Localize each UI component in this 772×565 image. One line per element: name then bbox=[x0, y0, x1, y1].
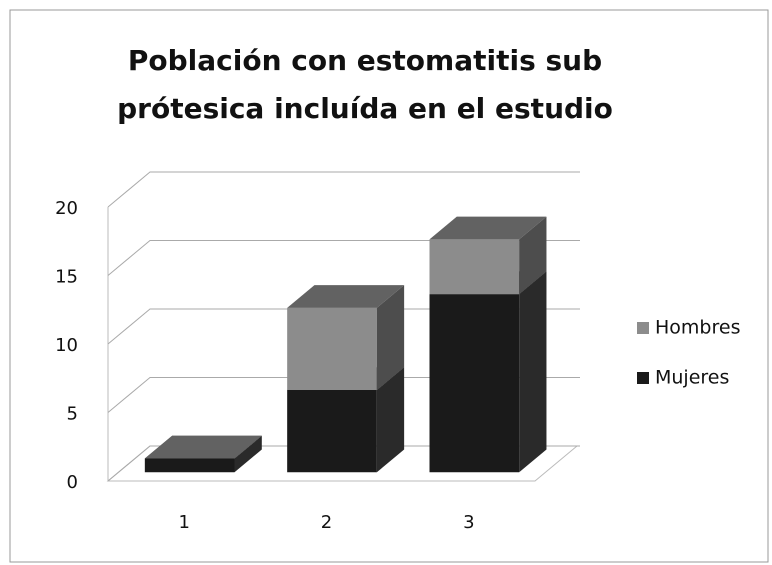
chart-title: Población con estomatitis sub bbox=[128, 44, 602, 77]
bar-front bbox=[287, 307, 377, 391]
bar-side bbox=[376, 285, 405, 391]
bar-side bbox=[519, 271, 547, 473]
x-tick-label: 1 bbox=[178, 512, 189, 533]
legend-label: Mujeres bbox=[655, 367, 729, 389]
legend-swatch bbox=[637, 372, 649, 384]
legend-swatch bbox=[637, 322, 649, 334]
legend-label: Hombres bbox=[655, 317, 740, 339]
y-tick-label: 10 bbox=[55, 335, 78, 356]
bar-front bbox=[429, 294, 520, 473]
y-tick-label: 0 bbox=[67, 472, 78, 493]
x-tick-label: 2 bbox=[321, 512, 332, 533]
bar-side bbox=[234, 435, 262, 473]
grid-line bbox=[107, 171, 580, 208]
bar-top bbox=[429, 216, 547, 240]
bar bbox=[429, 216, 547, 295]
bar-front bbox=[429, 239, 520, 295]
x-tick-label: 3 bbox=[463, 512, 474, 533]
bar-top bbox=[287, 285, 405, 308]
bar-top bbox=[144, 435, 262, 459]
bar-front bbox=[287, 390, 377, 473]
bar bbox=[144, 435, 262, 459]
y-tick-label: 20 bbox=[55, 198, 78, 219]
chart-border bbox=[9, 9, 769, 563]
y-tick-label: 15 bbox=[55, 267, 78, 288]
bar-side bbox=[519, 216, 547, 295]
bar-side bbox=[376, 367, 405, 473]
bar bbox=[429, 271, 547, 473]
chart-title: prótesica incluída en el estudio bbox=[117, 92, 613, 125]
y-tick-label: 5 bbox=[67, 404, 78, 425]
bar bbox=[287, 285, 405, 391]
bar-front bbox=[144, 458, 235, 473]
